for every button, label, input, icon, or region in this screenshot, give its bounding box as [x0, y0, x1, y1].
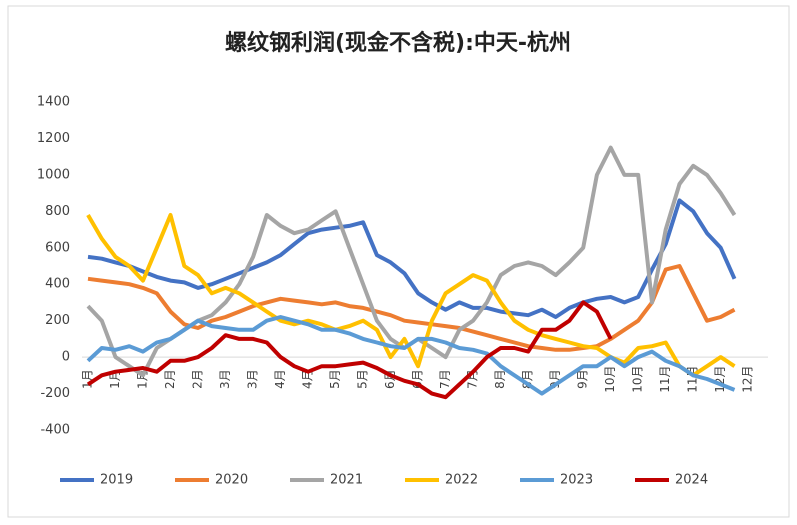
x-tick-label: 5月 — [328, 369, 342, 389]
x-tick-label: 8月 — [493, 369, 507, 389]
x-tick-label: 4月 — [301, 369, 315, 389]
x-tick-label: 5月 — [356, 369, 370, 389]
y-tick-label: 1400 — [37, 95, 70, 110]
x-tick-label: 2月 — [163, 369, 177, 389]
legend-label: 2024 — [675, 473, 708, 488]
x-tick-label: 2月 — [191, 369, 205, 389]
y-tick-label: 800 — [45, 204, 70, 219]
legend-label: 2020 — [215, 473, 248, 488]
series-line — [86, 315, 736, 396]
legend-label: 2019 — [100, 473, 133, 488]
series-line — [86, 300, 613, 400]
y-tick-label: 1000 — [37, 167, 70, 182]
y-tick-label: 400 — [45, 277, 70, 292]
x-tick-label: 12月 — [741, 365, 755, 392]
y-tick-label: -400 — [40, 423, 70, 438]
x-tick-label: 10月 — [603, 365, 617, 392]
series-line — [87, 198, 737, 319]
x-tick-label: 4月 — [273, 369, 287, 389]
legend-label: 2022 — [445, 473, 478, 488]
x-tick-label: 3月 — [246, 369, 260, 389]
y-tick-label: -200 — [40, 386, 70, 401]
series-line — [87, 264, 736, 352]
series-line — [86, 213, 736, 378]
x-tick-label: 7月 — [438, 369, 452, 389]
x-tick-label: 10月 — [631, 365, 645, 392]
chart-title: 螺纹钢利润(现金不含税):中天-杭州 — [225, 30, 571, 56]
legend-label: 2021 — [330, 473, 363, 488]
legend-label: 2023 — [560, 473, 593, 488]
y-tick-label: 200 — [45, 313, 70, 328]
x-tick-label: 9月 — [576, 369, 590, 389]
x-tick-label: 12月 — [713, 365, 727, 392]
y-tick-label: 600 — [45, 240, 70, 255]
x-tick-label: 11月 — [658, 365, 672, 392]
y-tick-label: 1200 — [37, 131, 70, 146]
x-tick-label: 3月 — [218, 369, 232, 389]
y-tick-label: 0 — [62, 350, 70, 365]
